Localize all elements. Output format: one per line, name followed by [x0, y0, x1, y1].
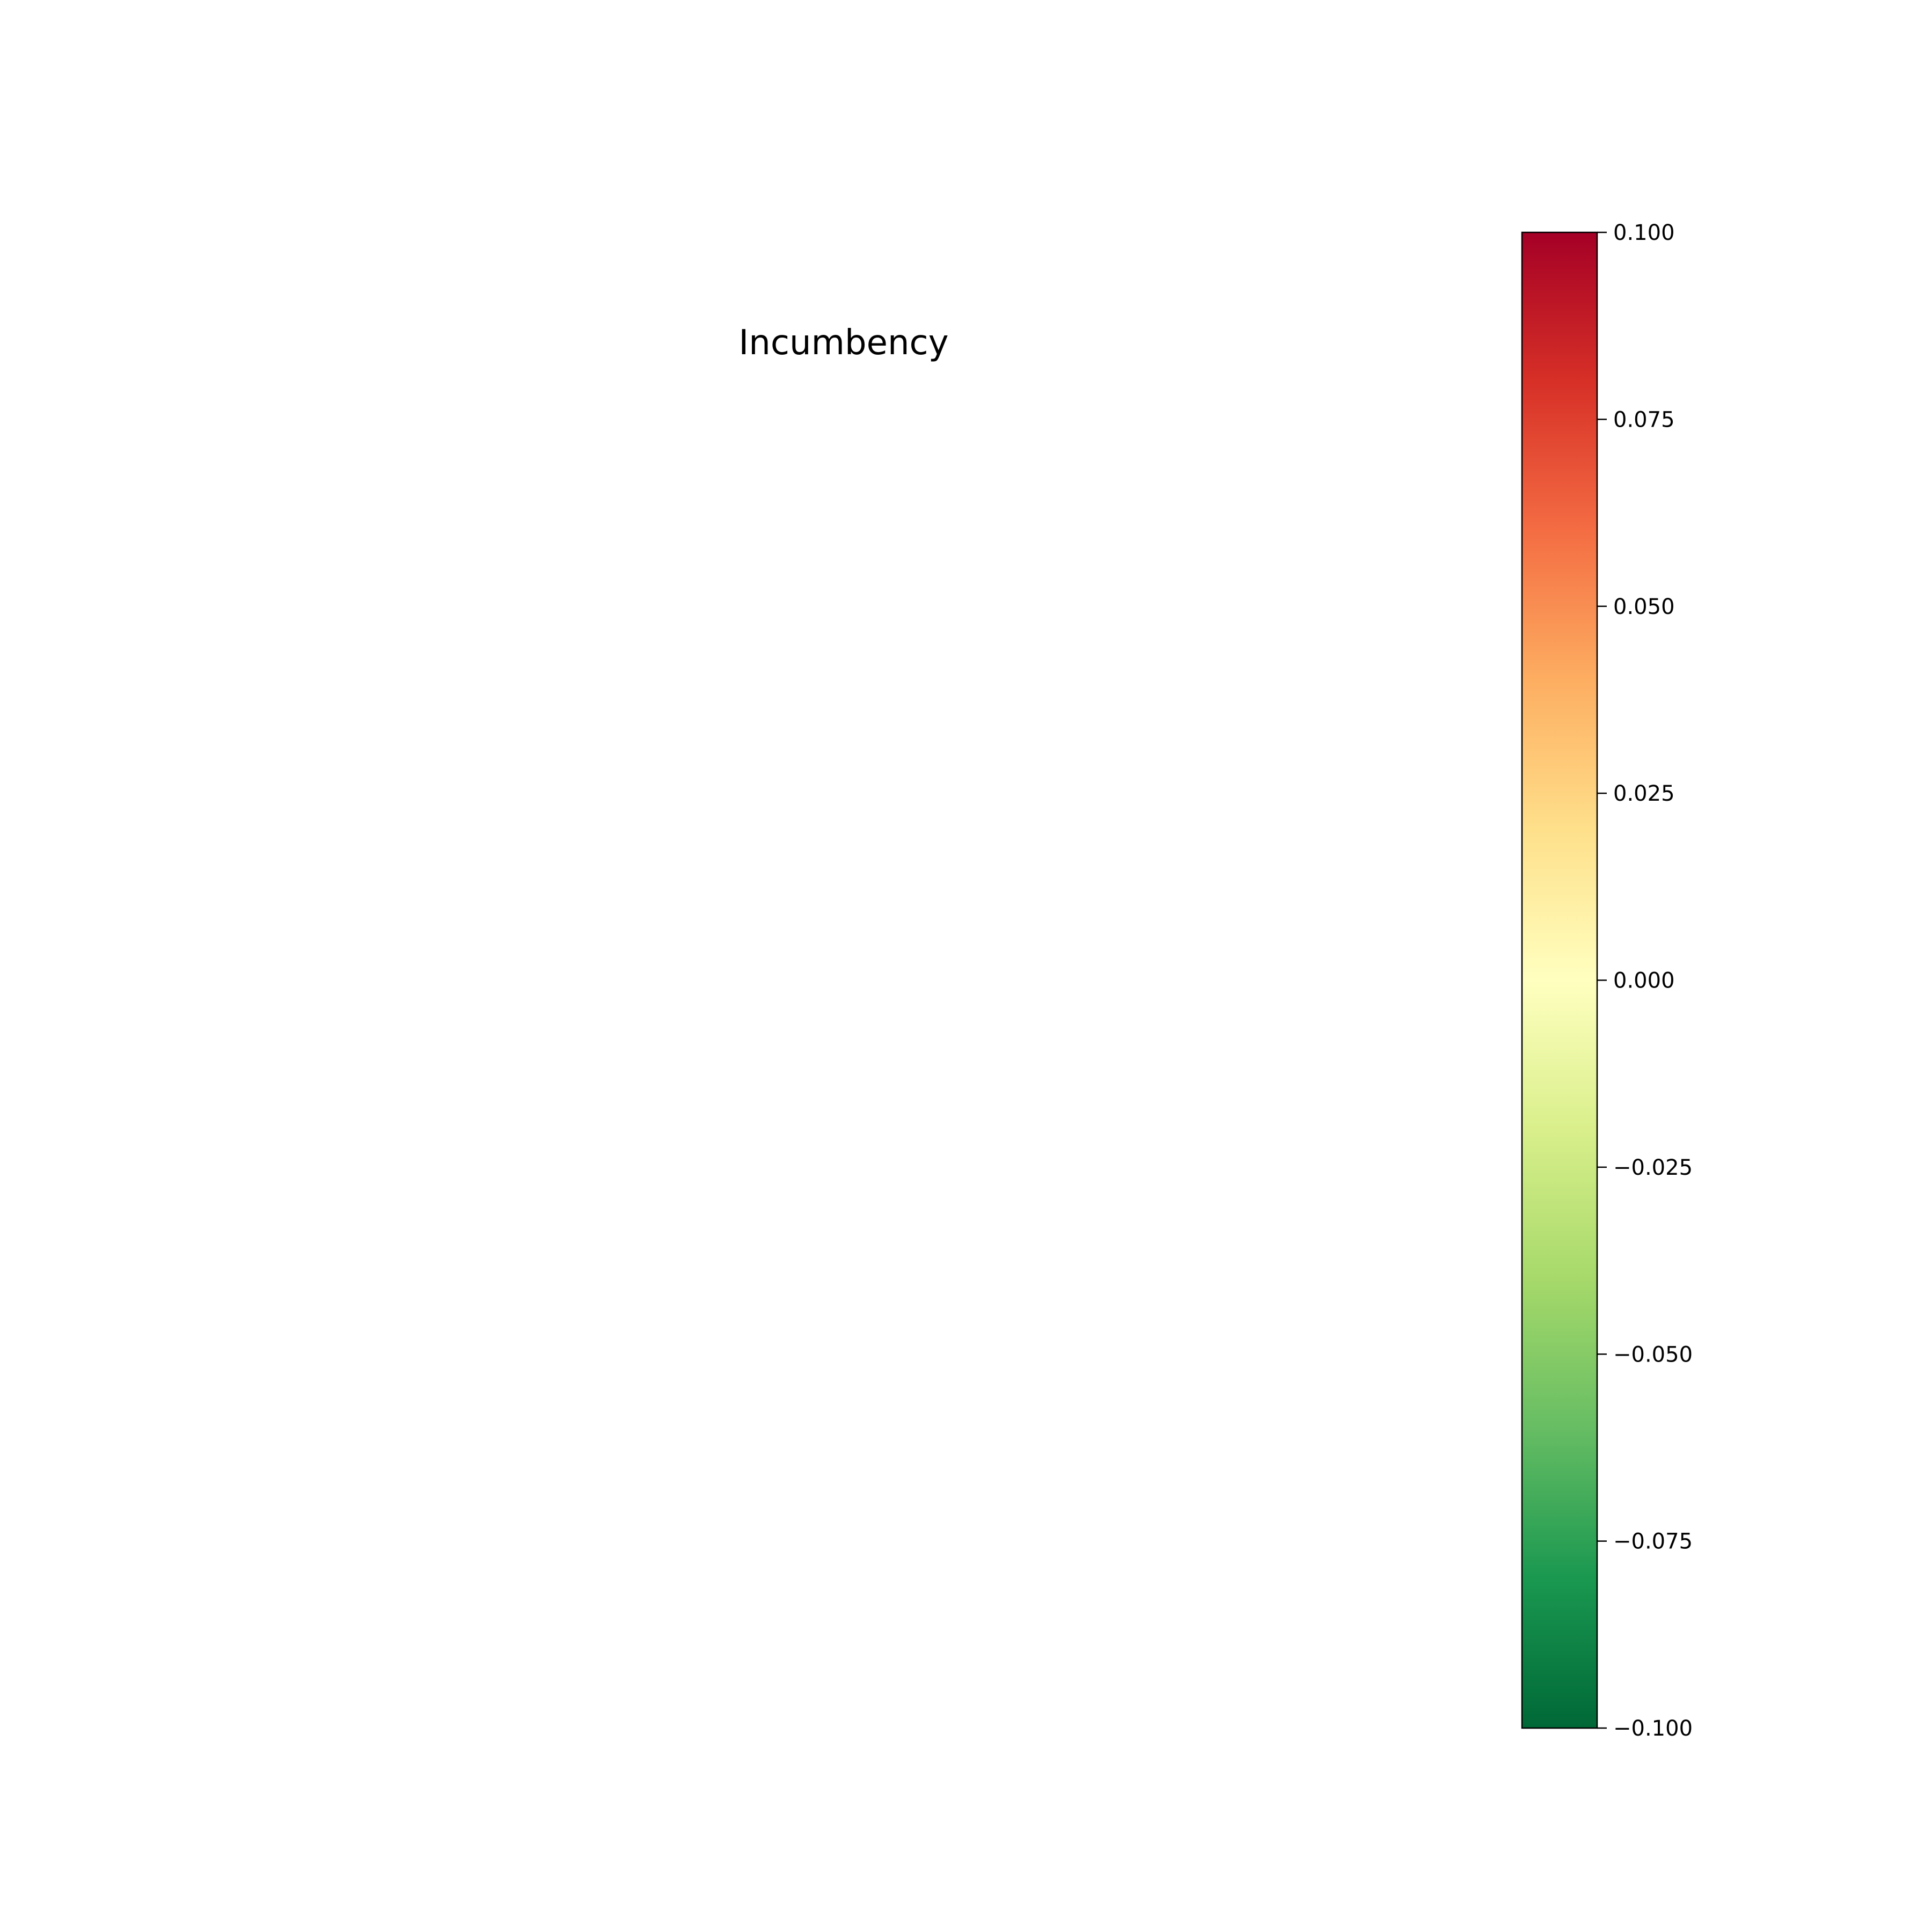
- colorbar-ticks: 0.100 0.075 0.050 0.025 0.000 −0.025 −0.050 −0.…: [1597, 221, 1693, 1741]
- colorbar-tick-label: 0.075: [1613, 407, 1675, 432]
- colorbar-tick-label: 0.100: [1613, 221, 1675, 245]
- colorbar-tick-label: −0.050: [1613, 1342, 1693, 1367]
- colorbar-tick-label: −0.025: [1613, 1155, 1693, 1180]
- colorbar-tick-label: −0.075: [1613, 1529, 1693, 1554]
- colorbar-tick-label: −0.100: [1613, 1716, 1693, 1741]
- colorbar-tick-label: 0.000: [1613, 969, 1675, 993]
- colorbar-gradient-bar: [1521, 231, 1598, 1729]
- colorbar-tick-label: 0.025: [1613, 781, 1675, 806]
- colorbar-tick-label: 0.050: [1613, 595, 1675, 619]
- colorbar: 0.100 0.075 0.050 0.025 0.000 −0.025 −0.050 −0.…: [1521, 221, 1693, 1741]
- chart-title: Incumbency: [738, 323, 948, 363]
